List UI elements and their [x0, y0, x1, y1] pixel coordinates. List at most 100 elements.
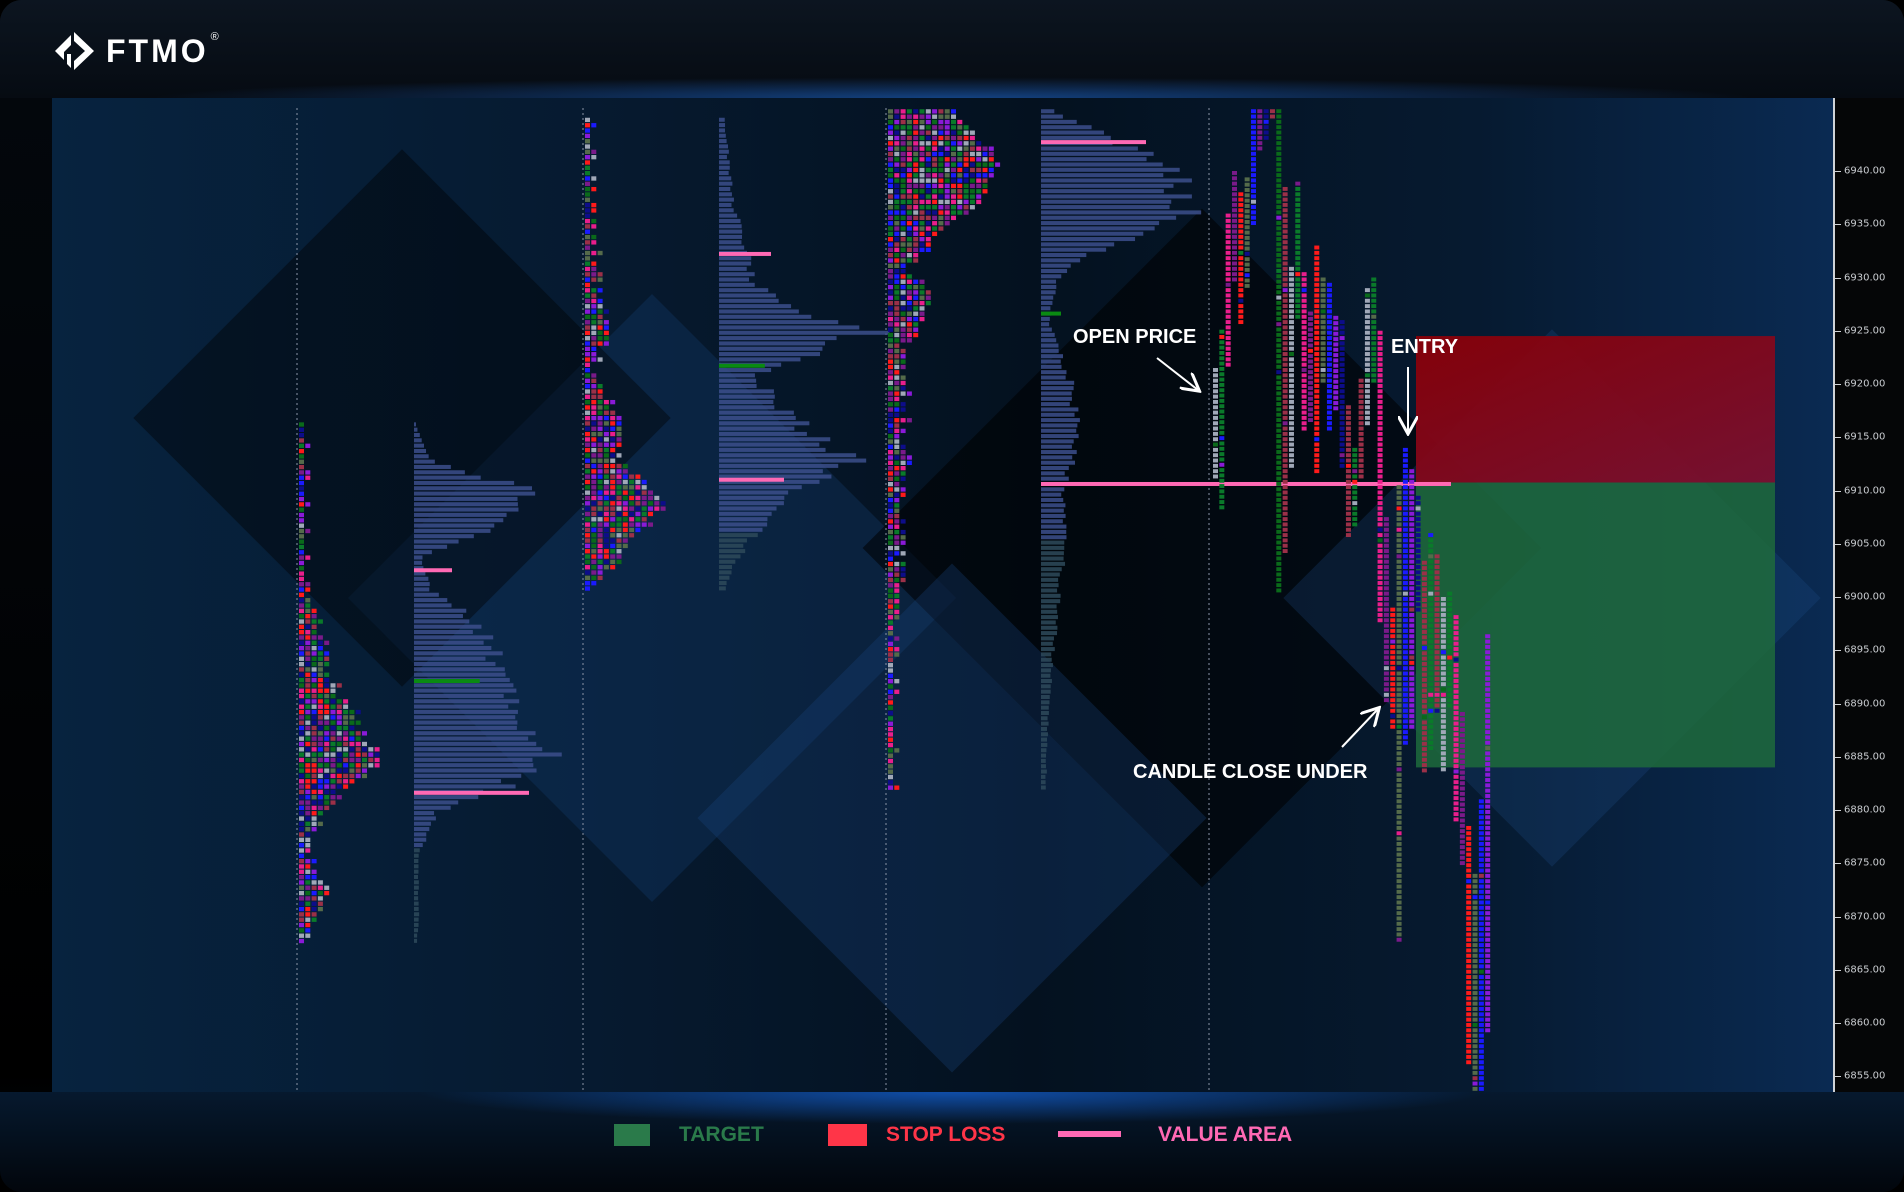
tpo-column-cell — [1288, 320, 1294, 325]
tpo-column-cell — [1377, 431, 1383, 436]
tpo-column-cell — [1377, 511, 1383, 516]
tpo-cell — [311, 725, 317, 731]
tpo-cell — [938, 199, 944, 205]
tpo-column-cell — [1453, 710, 1459, 715]
tpo-cell — [330, 725, 336, 731]
profile-bar — [719, 181, 733, 186]
tpo-cell — [349, 768, 355, 773]
tpo-column-cell — [1485, 857, 1491, 862]
tpo-cell — [311, 795, 317, 800]
tpo-cell — [305, 443, 311, 448]
tpo-cell — [597, 479, 603, 485]
tpo-cell — [349, 725, 355, 731]
profile-bar — [719, 373, 755, 378]
tpo-column-cell — [1364, 389, 1370, 394]
tpo-column-cell — [1250, 162, 1256, 167]
tpo-column-cell — [1295, 240, 1301, 245]
tpo-cell — [900, 316, 906, 322]
tpo-column-cell — [1447, 650, 1453, 655]
tpo-cell — [317, 725, 323, 731]
tpo-column-cell — [1326, 282, 1332, 287]
tpo-cell — [938, 125, 944, 130]
profile-bar — [414, 614, 463, 619]
tpo-column-cell — [1440, 644, 1446, 649]
tpo-column-cell — [1402, 447, 1408, 452]
tpo-column-cell — [1466, 969, 1472, 974]
tpo-column-cell — [1377, 463, 1383, 468]
tpo-cell — [635, 479, 641, 485]
tpo-column-cell — [1276, 205, 1282, 210]
tpo-column-cell — [1377, 394, 1383, 399]
tpo-column-cell — [1434, 650, 1440, 655]
tpo-cell — [906, 199, 912, 205]
tpo-column-cell — [1276, 242, 1282, 247]
tpo-column-cell — [1320, 309, 1326, 314]
tpo-column-cell — [1282, 341, 1288, 346]
tpo-cell — [894, 167, 900, 173]
profile-bar — [1041, 450, 1077, 455]
tpo-column-cell — [1238, 309, 1244, 314]
tpo-cell — [888, 386, 893, 391]
profile-bar — [1041, 338, 1057, 343]
tpo-column-cell — [1440, 703, 1446, 708]
tpo-cell — [597, 410, 603, 415]
tpo-cell — [894, 481, 900, 487]
tpo-cell — [330, 763, 336, 768]
tpo-cell — [603, 341, 609, 346]
tpo-column-cell — [1396, 597, 1402, 601]
tpo-cell — [906, 141, 912, 146]
tpo-column-cell — [1396, 937, 1402, 942]
tpo-cell — [299, 667, 304, 672]
tpo-cell — [585, 176, 590, 181]
profile-bar — [719, 533, 758, 538]
tpo-column-cell — [1485, 948, 1491, 953]
tpo-cell — [317, 715, 323, 720]
tpo-cell — [603, 549, 609, 554]
tpo-column-cell — [1383, 527, 1389, 532]
tpo-column-cell — [1485, 772, 1491, 777]
tpo-cell — [894, 577, 900, 583]
tpo-column-cell — [1383, 559, 1389, 564]
tpo-column-cell — [1383, 644, 1389, 649]
tpo-cell — [938, 221, 944, 226]
tpo-cell — [888, 710, 893, 716]
tpo-column-cell — [1485, 820, 1491, 825]
tpo-cell — [919, 295, 925, 300]
tpo-column-cell — [1472, 1001, 1478, 1006]
tpo-cell — [305, 630, 311, 635]
tpo-column-cell — [1390, 682, 1396, 687]
profile-bar — [414, 848, 420, 853]
tpo-cell — [349, 720, 355, 725]
tpo-column-cell — [1472, 1044, 1478, 1049]
tpo-cell — [311, 779, 317, 784]
tpo-column-cell — [1415, 581, 1421, 585]
tpo-cell — [900, 327, 906, 332]
profile-bar — [414, 715, 516, 720]
axis-tick-label: 6880.00 — [1844, 804, 1886, 816]
tpo-column-cell — [1345, 442, 1351, 447]
tpo-cell — [305, 624, 311, 630]
tpo-cell — [585, 224, 590, 229]
tpo-column-cell — [1231, 213, 1237, 218]
tpo-column-cell — [1213, 463, 1218, 468]
tpo-column-cell — [1314, 325, 1320, 330]
tpo-cell — [616, 506, 622, 511]
tpo-cell — [925, 141, 931, 146]
tpo-column-cell — [1434, 591, 1440, 596]
tpo-column-cell — [1396, 825, 1402, 830]
tpo-column-cell — [1466, 1033, 1472, 1038]
tpo-cell — [951, 141, 956, 146]
tpo-column-cell — [1421, 693, 1427, 698]
tpo-cell — [362, 763, 367, 768]
tpo-cell — [969, 194, 975, 199]
tpo-column-cell — [1276, 391, 1282, 396]
tpo-column-cell — [1459, 845, 1465, 850]
tpo-column-cell — [1282, 261, 1288, 266]
tpo-cell — [894, 279, 900, 284]
tpo-column-cell — [1485, 708, 1491, 713]
tpo-cell — [944, 125, 950, 130]
tpo-cell — [894, 375, 900, 380]
axis-tick-label: 6930.00 — [1844, 272, 1886, 283]
tpo-cell — [610, 474, 616, 479]
